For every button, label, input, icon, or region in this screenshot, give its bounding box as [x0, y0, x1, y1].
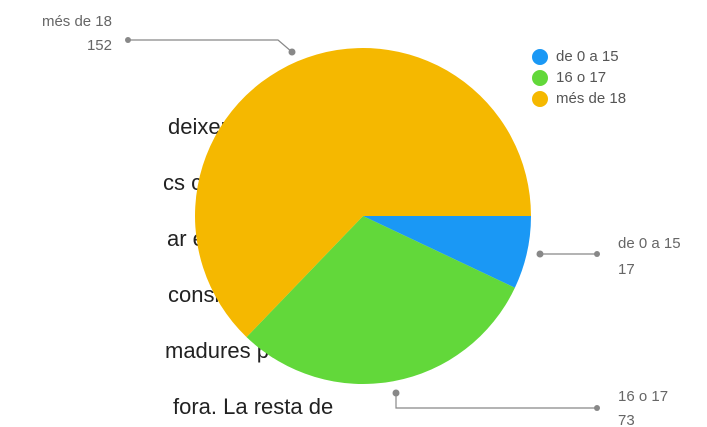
callout-dot [392, 389, 400, 397]
callout-dot [288, 48, 296, 56]
pie-slice [246, 216, 515, 385]
callout-value: 152 [87, 37, 112, 54]
pie-slice [195, 48, 532, 338]
callout-label: de 0 a 15 [618, 235, 681, 252]
callout-dot [125, 37, 131, 43]
callout-label: 16 o 17 [618, 388, 668, 405]
legend-label: 16 o 17 [556, 69, 606, 86]
legend-label: més de 18 [556, 90, 626, 107]
callout-value: 17 [618, 261, 635, 278]
callout-line [128, 39, 293, 53]
legend-swatch [532, 70, 548, 86]
callout-value: 73 [618, 412, 635, 427]
callout-dot [536, 250, 544, 258]
callout-dot [594, 251, 600, 257]
legend-swatch [532, 91, 548, 107]
callout-label: més de 18 [42, 13, 112, 30]
body-text: fora. La resta de [173, 394, 333, 419]
callout-dot [594, 405, 600, 411]
pie-slice [363, 216, 531, 288]
legend-label: de 0 a 15 [556, 48, 619, 65]
legend-swatch [532, 49, 548, 65]
callout-line [395, 393, 597, 409]
